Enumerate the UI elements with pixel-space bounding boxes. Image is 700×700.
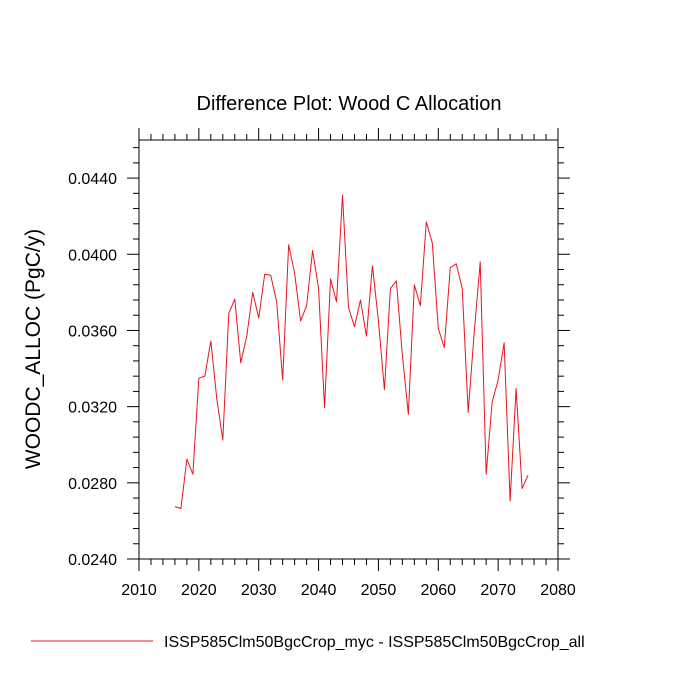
y-tick-label: 0.0240: [68, 552, 117, 569]
y-tick-label: 0.0400: [68, 247, 117, 264]
x-tick-label: 2030: [241, 582, 277, 599]
x-tick-label: 2070: [480, 582, 516, 599]
x-tick-label: 2060: [420, 582, 456, 599]
x-tick-label: 2050: [361, 582, 397, 599]
series-line: [174, 194, 529, 510]
y-tick-label: 0.0440: [68, 171, 117, 188]
chart-title: Difference Plot: Wood C Allocation: [197, 93, 502, 115]
legend: ISSP585Clm50BgcCrop_myc - ISSP585Clm50Bg…: [31, 634, 585, 651]
series-group: [174, 194, 529, 510]
y-tick-label: 0.0320: [68, 400, 117, 417]
x-tick-label: 2020: [181, 582, 217, 599]
x-tick-labels: 2010 2020 2030 2040 2050 2060 2070 2080: [121, 582, 576, 599]
x-tick-label: 2010: [121, 582, 157, 599]
y-tick-label: 0.0280: [68, 476, 117, 493]
x-tick-label: 2040: [301, 582, 337, 599]
y-tick-label: 0.0360: [68, 323, 117, 340]
x-tick-label: 2080: [540, 582, 576, 599]
plot-frame: [138, 139, 559, 560]
axis-ticks: [127, 128, 570, 571]
legend-label: ISSP585Clm50BgcCrop_myc - ISSP585Clm50Bg…: [164, 634, 585, 651]
y-tick-labels: 0.0240 0.0280 0.0320 0.0360 0.0400 0.0440: [68, 171, 117, 569]
y-axis-label: WOODC_ALLOC (PgC/y): [22, 229, 45, 469]
